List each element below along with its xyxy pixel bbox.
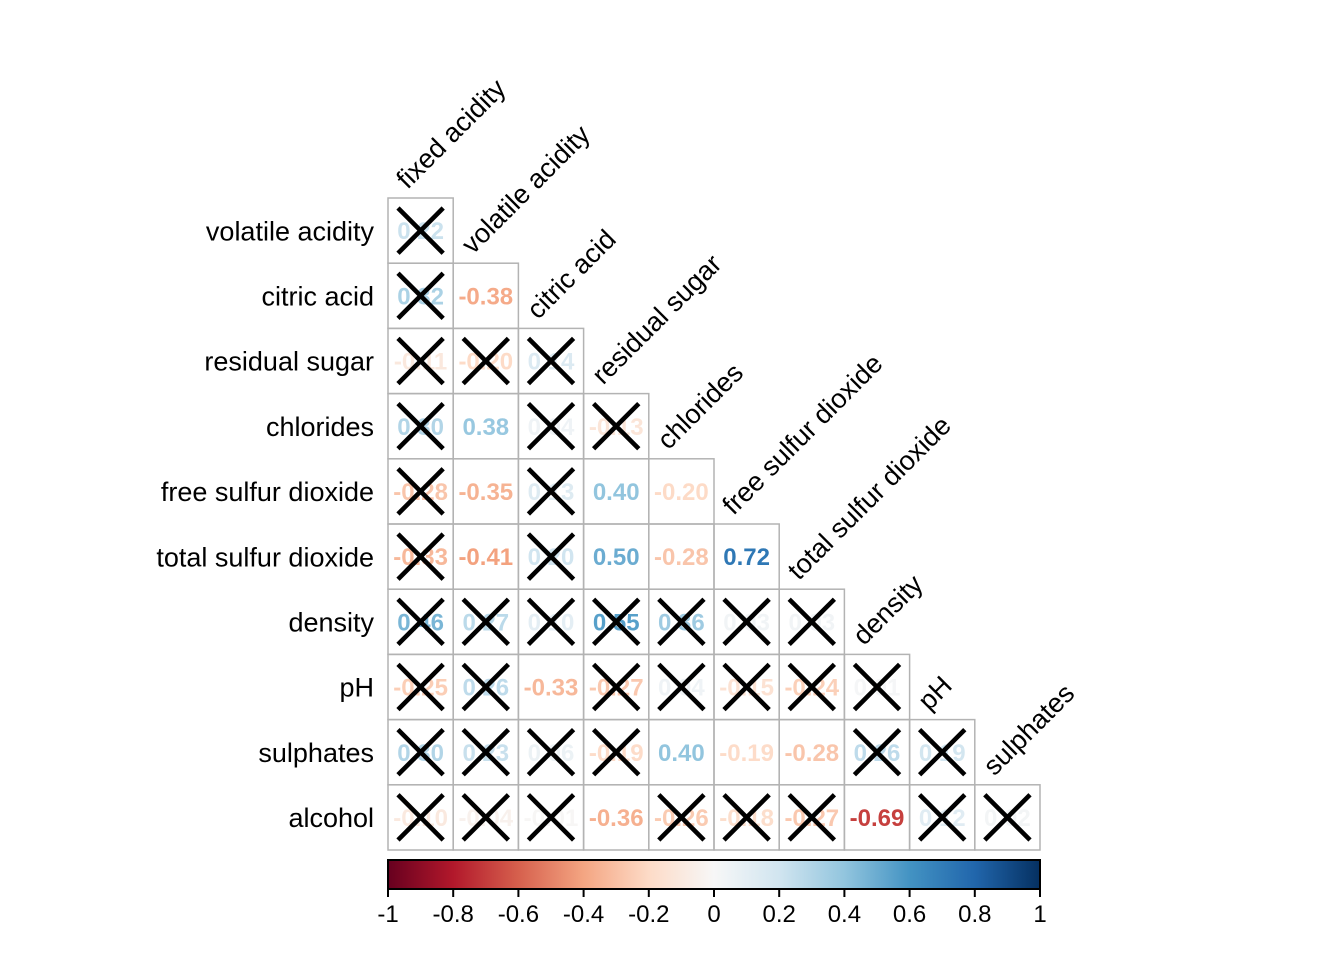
colorbar-tick-label: 0 [707,901,720,928]
colorbar-tick-label: 1 [1033,901,1046,928]
row-label: alcohol [288,803,374,833]
cross-icon [396,336,445,386]
cross-icon [526,532,576,581]
colorbar-tick-label: 0.8 [958,901,991,928]
col-label: residual sugar [586,249,727,390]
cell-value: 0.72 [723,544,770,571]
cell-value: -0.41 [458,544,513,571]
cross-icon [591,662,641,712]
cross-icon [852,662,902,712]
col-label: volatile acidity [456,119,596,259]
colorbar-tick-label: -1 [377,901,398,928]
matrix-cell [974,784,1041,851]
cell-value: -0.69 [850,805,905,832]
row-label: free sulfur dioxide [161,477,374,507]
cross-icon [526,401,576,451]
cell-value: -0.38 [458,283,513,310]
cross-icon [983,793,1032,842]
colorbar-tick-label: -0.2 [628,901,669,928]
cross-icon [657,597,706,647]
cross-icon [396,532,445,581]
row-label: volatile acidity [206,216,375,246]
cross-icon [787,793,837,842]
cross-icon [396,793,445,842]
cell-value: 0.40 [593,479,640,506]
colorbar-tick-label: 0.2 [763,901,796,928]
cell-value: 0.50 [593,544,640,571]
row-label: pH [339,673,374,703]
cross-icon [526,597,576,647]
cross-icon [917,727,967,777]
cross-icon [787,662,837,712]
colorbar-tick-label: -0.6 [498,901,539,928]
col-label: chlorides [651,357,749,455]
cell-value: 0.40 [658,740,705,767]
cross-icon [461,597,511,647]
cross-icon [591,401,641,451]
col-label: citric acid [521,224,622,325]
row-label: citric acid [261,282,374,312]
cell-value: -0.33 [524,675,579,702]
cell-value: -0.36 [589,805,644,832]
colorbar [387,859,1041,890]
row-label: chlorides [266,412,374,442]
cell-value: -0.35 [458,479,513,506]
cross-icon [396,727,445,777]
cross-icon [396,271,445,321]
cross-icon [657,793,706,842]
cross-icon [461,793,511,842]
col-label: density [847,569,929,651]
cross-icon [526,336,576,386]
cross-icon [722,793,771,842]
cell-value: -0.20 [654,479,709,506]
cell-value: -0.28 [654,544,709,571]
row-label: residual sugar [204,347,374,377]
cross-icon [917,793,967,842]
cross-icon [461,336,511,386]
cell-value: 0.38 [462,414,509,441]
cross-icon [526,727,576,777]
row-label: total sulfur dioxide [156,542,374,572]
cross-icon [591,727,641,777]
col-label: fixed acidity [391,73,512,194]
cross-icon [591,597,641,647]
cross-icon [461,662,511,712]
cross-icon [722,597,771,647]
colorbar-tick-label: 0.4 [828,901,861,928]
cross-icon [396,467,445,516]
cross-icon [657,662,706,712]
colorbar-tick-label: -0.8 [433,901,474,928]
cross-icon [396,401,445,451]
colorbar-tick-label: -0.4 [563,901,604,928]
colorbar-tick-label: 0.6 [893,901,926,928]
cross-icon [461,727,511,777]
cross-icon [526,793,576,842]
cross-icon [526,467,576,516]
cross-icon [396,206,445,255]
cross-icon [852,727,902,777]
col-label: pH [912,670,958,716]
row-label: sulphates [258,738,374,768]
cell-value: -0.28 [784,740,839,767]
col-label: sulphates [977,678,1080,781]
cross-icon [396,597,445,647]
cross-icon [722,662,771,712]
cell-value: -0.19 [719,740,774,767]
row-label: density [288,608,374,638]
cross-icon [396,662,445,712]
cross-icon [787,597,837,647]
